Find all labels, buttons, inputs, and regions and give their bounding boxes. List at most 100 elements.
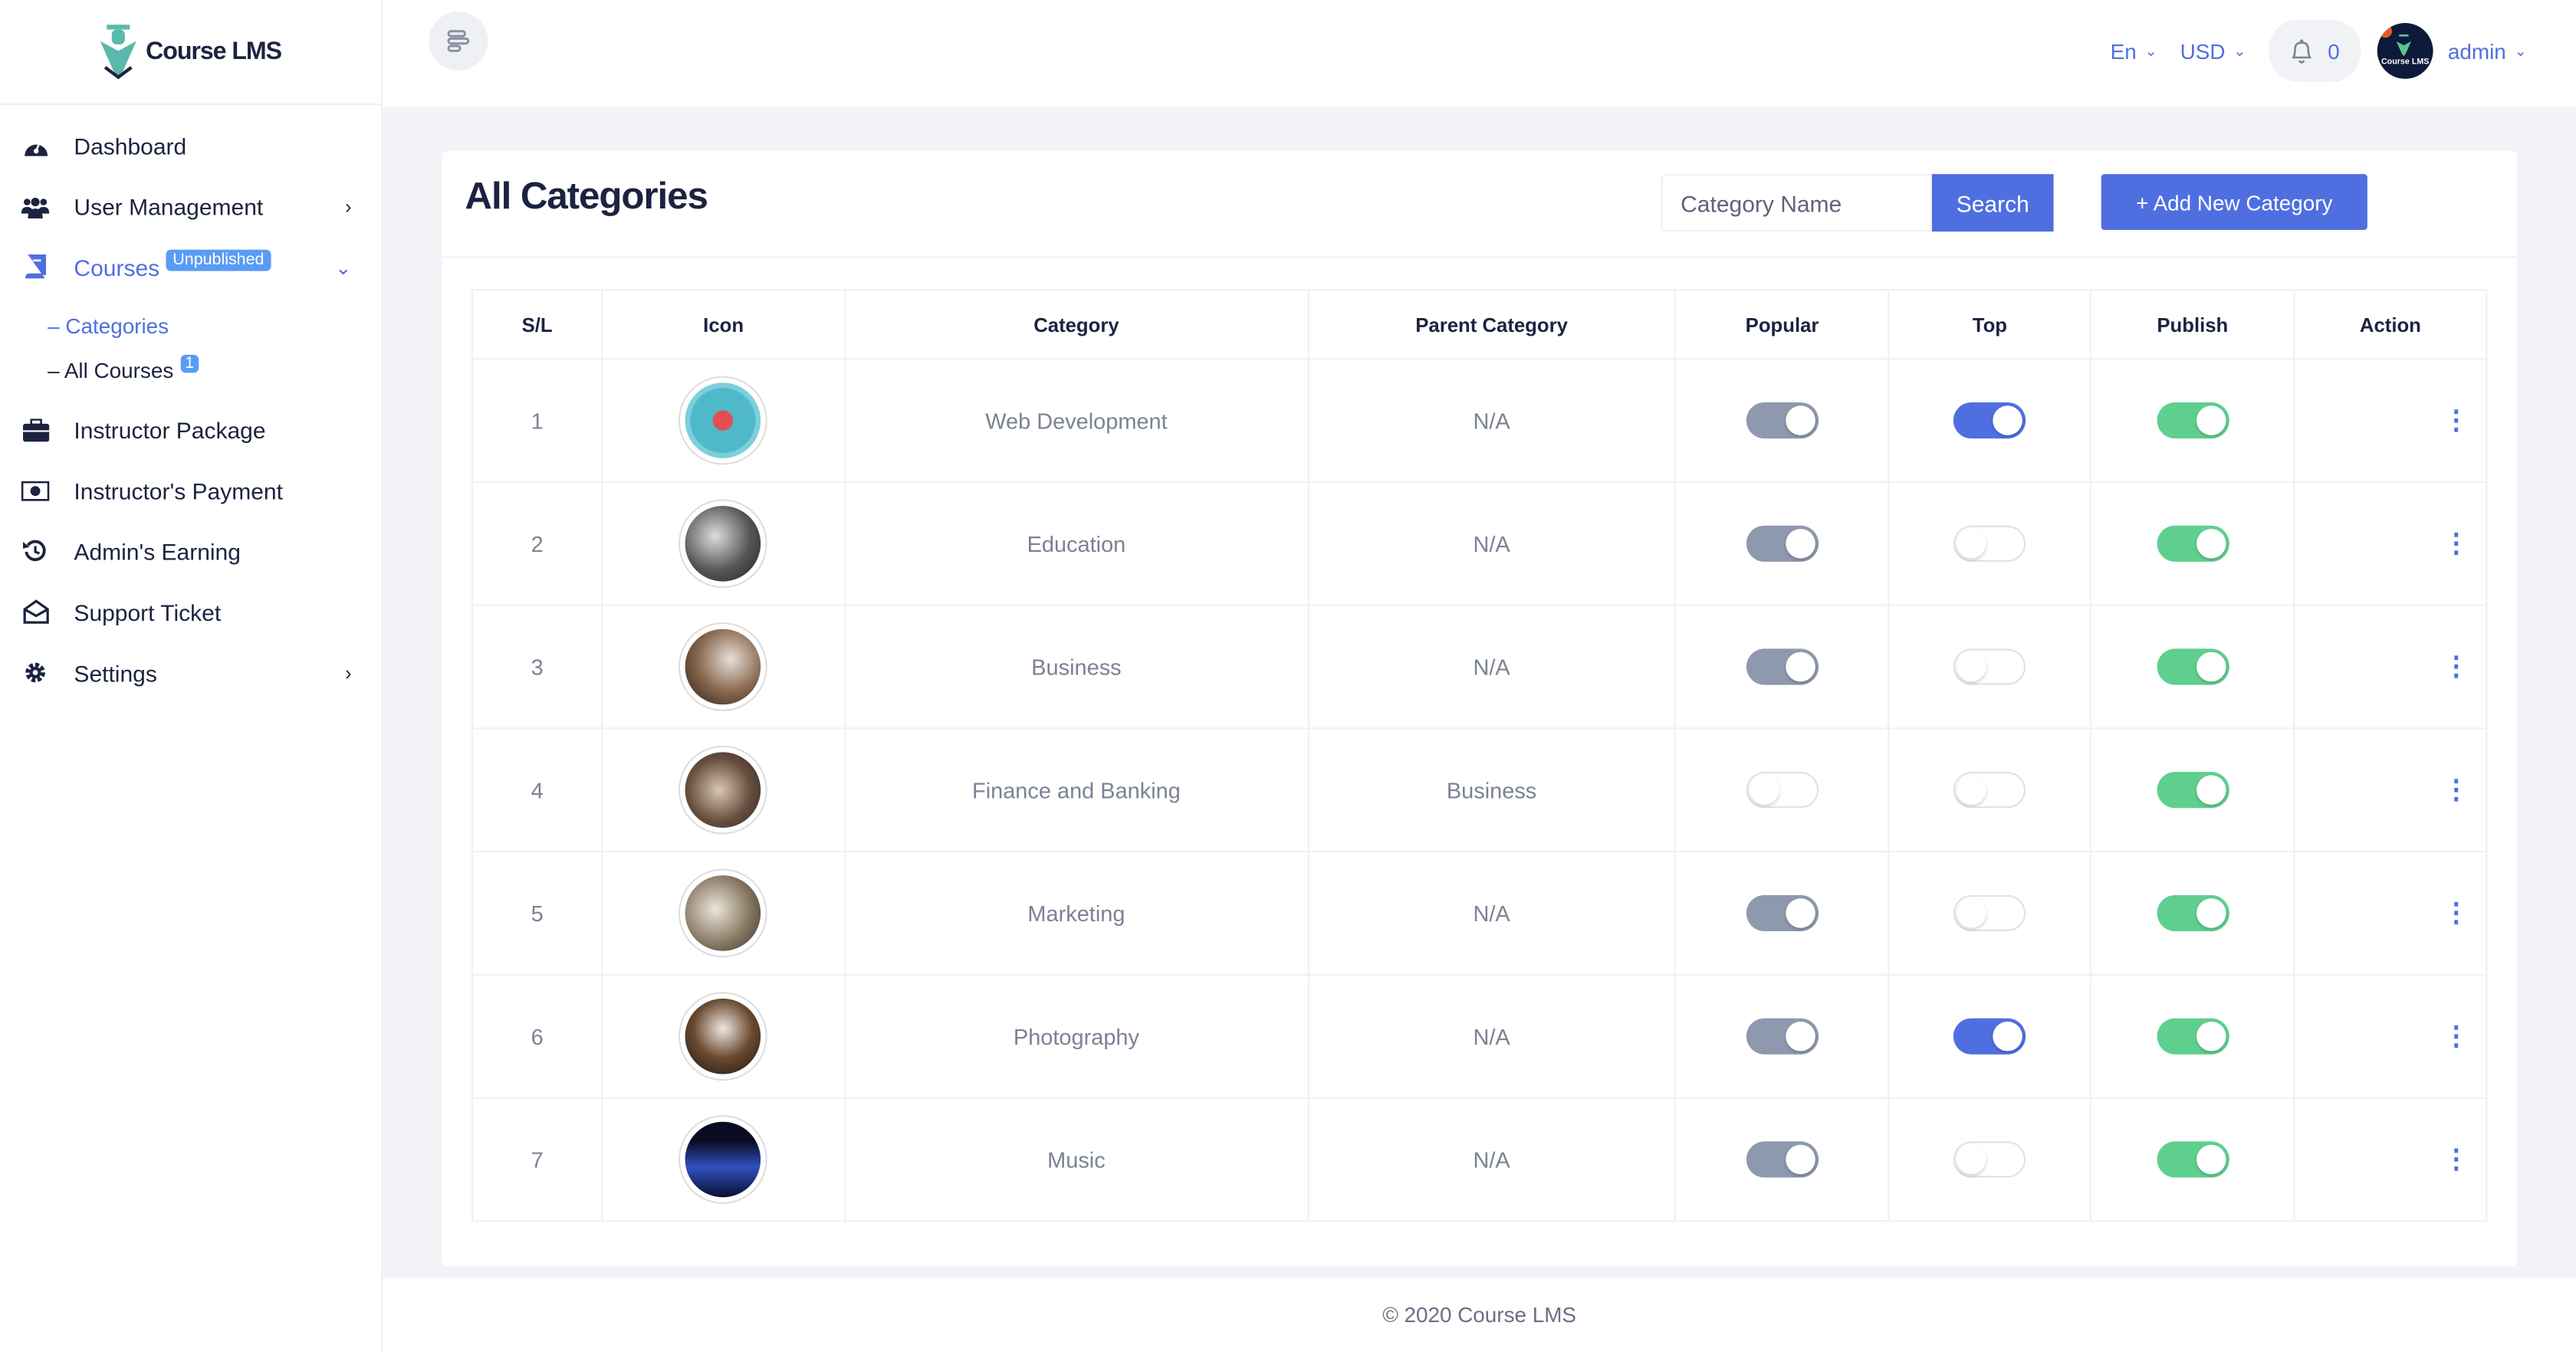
table-row: 1 Web Development N/A ⋮ [472, 358, 2488, 483]
top-toggle[interactable] [1953, 894, 2026, 931]
sidebar-item-admin-s-earning[interactable]: Admin's Earning [0, 520, 381, 581]
unpublished-badge: Unpublished [166, 249, 271, 271]
logo[interactable]: Course LMS [0, 0, 382, 106]
publish-toggle[interactable] [2156, 894, 2229, 931]
category-name: Business [843, 604, 1309, 730]
popular-toggle[interactable] [1746, 1141, 1819, 1178]
search-button[interactable]: Search [1932, 174, 2054, 232]
publish-toggle[interactable] [2156, 648, 2229, 685]
avatar-badge [2378, 25, 2393, 38]
sidebar-item-label: Support Ticket [74, 599, 222, 625]
top-toggle[interactable] [1953, 402, 2026, 439]
category-name: Education [843, 481, 1309, 606]
more-actions-icon[interactable]: ⋮ [2443, 776, 2469, 805]
sidebar-item-label: Admin's Earning [74, 537, 241, 565]
more-actions-icon[interactable]: ⋮ [2443, 407, 2469, 435]
sidebar-item-label: Instructor's Payment [74, 477, 283, 504]
publish-toggle[interactable] [2156, 402, 2229, 439]
sidebar: Course LMS Dashboard User Management › Co… [0, 0, 383, 1352]
category-name: Web Development [843, 358, 1309, 483]
popular-toggle[interactable] [1746, 648, 1819, 685]
parent-category: N/A [1306, 358, 1677, 483]
more-actions-icon[interactable]: ⋮ [2443, 530, 2469, 559]
sidebar-subitem-categories[interactable]: – Categories [48, 313, 169, 339]
popular-toggle[interactable] [1746, 772, 1819, 809]
column-header: Category [843, 289, 1309, 360]
parent-category: N/A [1306, 1097, 1677, 1222]
book-icon [21, 254, 49, 279]
chevron-down-icon: ⌄ [335, 255, 352, 279]
dashboard-icon [21, 133, 49, 158]
add-new-category-button[interactable]: + Add New Category [2101, 174, 2367, 230]
column-header: Parent Category [1306, 289, 1677, 360]
table-row: 4 Finance and Banking Business ⋮ [472, 727, 2488, 853]
user-menu-dropdown[interactable]: admin ⌄ [2447, 38, 2527, 64]
category-icon-image [680, 870, 767, 957]
top-toggle[interactable] [1953, 772, 2026, 809]
categories-card: All Categories Search + Add New Category… [442, 151, 2517, 1267]
currency-dropdown[interactable]: USD ⌄ [2180, 38, 2246, 64]
parent-category: N/A [1306, 850, 1677, 976]
language-dropdown[interactable]: En ⌄ [2110, 38, 2157, 64]
column-header: Top [1888, 289, 2092, 360]
popular-toggle[interactable] [1746, 402, 1819, 439]
chevron-right-icon: › [345, 661, 352, 684]
category-name: Photography [843, 973, 1309, 1099]
sidebar-item-instructor-package[interactable]: Instructor Package [0, 399, 381, 460]
sidebar-item-support-ticket[interactable]: Support Ticket [0, 582, 381, 642]
more-actions-icon[interactable]: ⋮ [2443, 653, 2469, 682]
top-header: En ⌄ USD ⌄ 0 Course LMS admin ⌄ [383, 0, 2576, 107]
top-toggle[interactable] [1953, 525, 2026, 562]
column-header: Publish [2090, 289, 2295, 360]
top-toggle[interactable] [1953, 1018, 2026, 1055]
sidebar-item-user-management[interactable]: User Management › [0, 176, 381, 236]
page-title: All Categories [465, 174, 708, 217]
avatar[interactable]: Course LMS [2377, 23, 2433, 79]
gear-icon [21, 660, 49, 684]
publish-toggle[interactable] [2156, 1141, 2229, 1178]
notifications-button[interactable]: 0 [2269, 19, 2361, 83]
parent-category: Business [1306, 727, 1677, 853]
popular-toggle[interactable] [1746, 1018, 1819, 1055]
column-header: Popular [1674, 289, 1890, 360]
publish-toggle[interactable] [2156, 525, 2229, 562]
sidebar-item-dashboard[interactable]: Dashboard [0, 115, 381, 176]
column-header: S/L [472, 289, 603, 360]
category-icon-image [680, 624, 767, 710]
category-name: Finance and Banking [843, 727, 1309, 853]
footer: © 2020 Course LMS [383, 1278, 2576, 1352]
category-icon-image [680, 500, 767, 586]
briefcase-icon [21, 417, 49, 441]
column-header: Action [2293, 289, 2488, 360]
sidebar-item-label: Instructor Package [74, 416, 266, 443]
table-row: 5 Marketing N/A ⋮ [472, 850, 2488, 976]
chevron-right-icon: › [345, 194, 352, 218]
publish-toggle[interactable] [2156, 772, 2229, 809]
more-actions-icon[interactable]: ⋮ [2443, 900, 2469, 928]
sidebar-toggle-button[interactable] [429, 11, 488, 71]
notification-count: 0 [2328, 38, 2340, 64]
sidebar-item-settings[interactable]: Settings › [0, 642, 381, 703]
category-name: Music [843, 1097, 1309, 1222]
more-actions-icon[interactable]: ⋮ [2443, 1023, 2469, 1052]
popular-toggle[interactable] [1746, 525, 1819, 562]
more-actions-icon[interactable]: ⋮ [2443, 1146, 2469, 1175]
table-row: 3 Business N/A ⋮ [472, 604, 2488, 730]
popular-toggle[interactable] [1746, 894, 1819, 931]
logo-icon [100, 24, 136, 79]
publish-toggle[interactable] [2156, 1018, 2229, 1055]
chevron-down-icon: ⌄ [2233, 41, 2246, 59]
table-row: 2 Education N/A ⋮ [472, 481, 2488, 606]
sidebar-item-courses[interactable]: Courses Unpublished ⌄ [0, 237, 381, 297]
top-toggle[interactable] [1953, 1141, 2026, 1178]
sidebar-item-instructor-s-payment[interactable]: Instructor's Payment [0, 460, 381, 520]
top-toggle[interactable] [1953, 648, 2026, 685]
avatar-logo-icon [2396, 34, 2412, 57]
categories-table: S/L Icon Category Parent Category Popular Top… [472, 289, 2488, 1222]
sidebar-item-label: Dashboard [74, 132, 187, 159]
sidebar-item-label: Settings [74, 659, 157, 686]
category-search-input[interactable] [1661, 174, 1932, 232]
table-row: 7 Music N/A ⋮ [472, 1097, 2488, 1222]
category-icon-image [680, 377, 767, 464]
sidebar-subitem-all-courses[interactable]: – All Courses 1 [0, 348, 381, 392]
